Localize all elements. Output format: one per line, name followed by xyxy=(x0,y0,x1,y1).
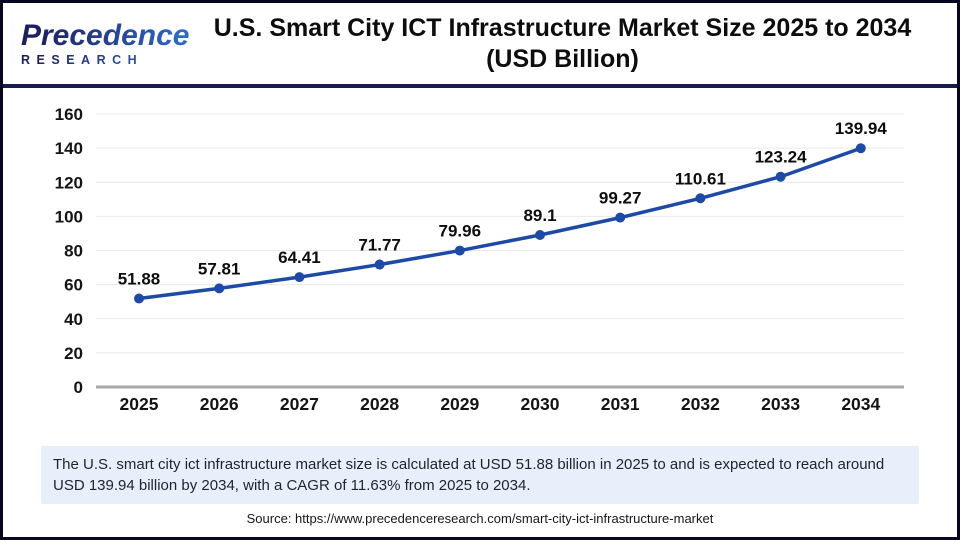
data-point-marker xyxy=(535,229,545,240)
precedence-research-logo: Precedence RESEARCH xyxy=(3,20,198,68)
x-tick-label: 2034 xyxy=(841,394,880,414)
chart-title: U.S. Smart City ICT Infrastructure Marke… xyxy=(198,13,957,75)
chart-title-line2: (USD Billion) xyxy=(486,44,639,73)
source-line: Source: https://www.precedenceresearch.c… xyxy=(246,511,714,526)
data-point-marker xyxy=(775,171,786,182)
x-tick-label: 2031 xyxy=(601,394,640,414)
logo-subtitle: RESEARCH xyxy=(21,53,198,67)
x-tick-label: 2025 xyxy=(120,394,159,414)
y-tick-label: 120 xyxy=(55,173,83,192)
data-point-label: 57.81 xyxy=(198,259,241,278)
data-point-marker xyxy=(855,143,866,154)
y-tick-label: 140 xyxy=(55,139,83,158)
market-line-chart: 0 20 40 60 80 100 120 140 160 2025 2026 2027 2028 202… xyxy=(55,105,904,414)
y-tick-label: 40 xyxy=(64,310,83,329)
x-tick-label: 2032 xyxy=(681,394,720,414)
summary-text: The U.S. smart city ict infrastructure m… xyxy=(53,456,885,494)
data-point-label: 110.61 xyxy=(675,169,726,188)
data-point-label: 99.27 xyxy=(599,189,642,208)
y-tick-label: 160 xyxy=(55,105,83,124)
data-point-marker xyxy=(615,212,626,223)
chart-area: 0 20 40 60 80 100 120 140 160 2025 2026 2027 2028 202… xyxy=(3,88,957,440)
data-point-label: 64.41 xyxy=(278,248,321,267)
x-tick-label: 2033 xyxy=(761,394,800,414)
x-tick-label: 2026 xyxy=(200,394,239,414)
x-tick-label: 2028 xyxy=(360,394,399,414)
y-tick-label: 20 xyxy=(64,344,83,363)
data-point-label: 79.96 xyxy=(439,222,482,241)
x-tick-label: 2029 xyxy=(440,394,479,414)
data-point-marker xyxy=(695,193,706,204)
y-tick-label: 100 xyxy=(55,207,83,226)
data-point-label: 51.88 xyxy=(118,269,161,288)
x-tick-label: 2030 xyxy=(521,394,560,414)
y-tick-label: 0 xyxy=(74,378,83,397)
data-point-marker xyxy=(454,245,465,256)
chart-title-line1: U.S. Smart City ICT Infrastructure Marke… xyxy=(213,13,912,42)
x-tick-label: 2027 xyxy=(280,394,319,414)
data-point-label: 71.77 xyxy=(358,236,401,255)
y-tick-label: 80 xyxy=(64,242,83,261)
header: Precedence RESEARCH U.S. Smart City ICT … xyxy=(3,3,957,88)
data-point-marker xyxy=(214,283,225,294)
market-size-line xyxy=(137,146,863,301)
data-point-label: 139.94 xyxy=(835,119,888,138)
data-point-marker xyxy=(374,259,385,270)
data-point-marker xyxy=(134,293,144,304)
summary-box: The U.S. smart city ict infrastructure m… xyxy=(41,446,919,504)
y-tick-label: 60 xyxy=(64,276,83,295)
data-point-marker xyxy=(294,272,305,283)
data-point-label: 123.24 xyxy=(755,148,808,167)
logo-wordmark: Precedence xyxy=(21,20,198,52)
data-point-label: 89.1 xyxy=(523,206,556,225)
